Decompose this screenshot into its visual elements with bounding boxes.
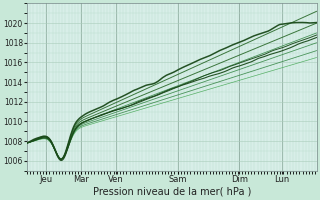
X-axis label: Pression niveau de la mer( hPa ): Pression niveau de la mer( hPa ) xyxy=(92,187,251,197)
